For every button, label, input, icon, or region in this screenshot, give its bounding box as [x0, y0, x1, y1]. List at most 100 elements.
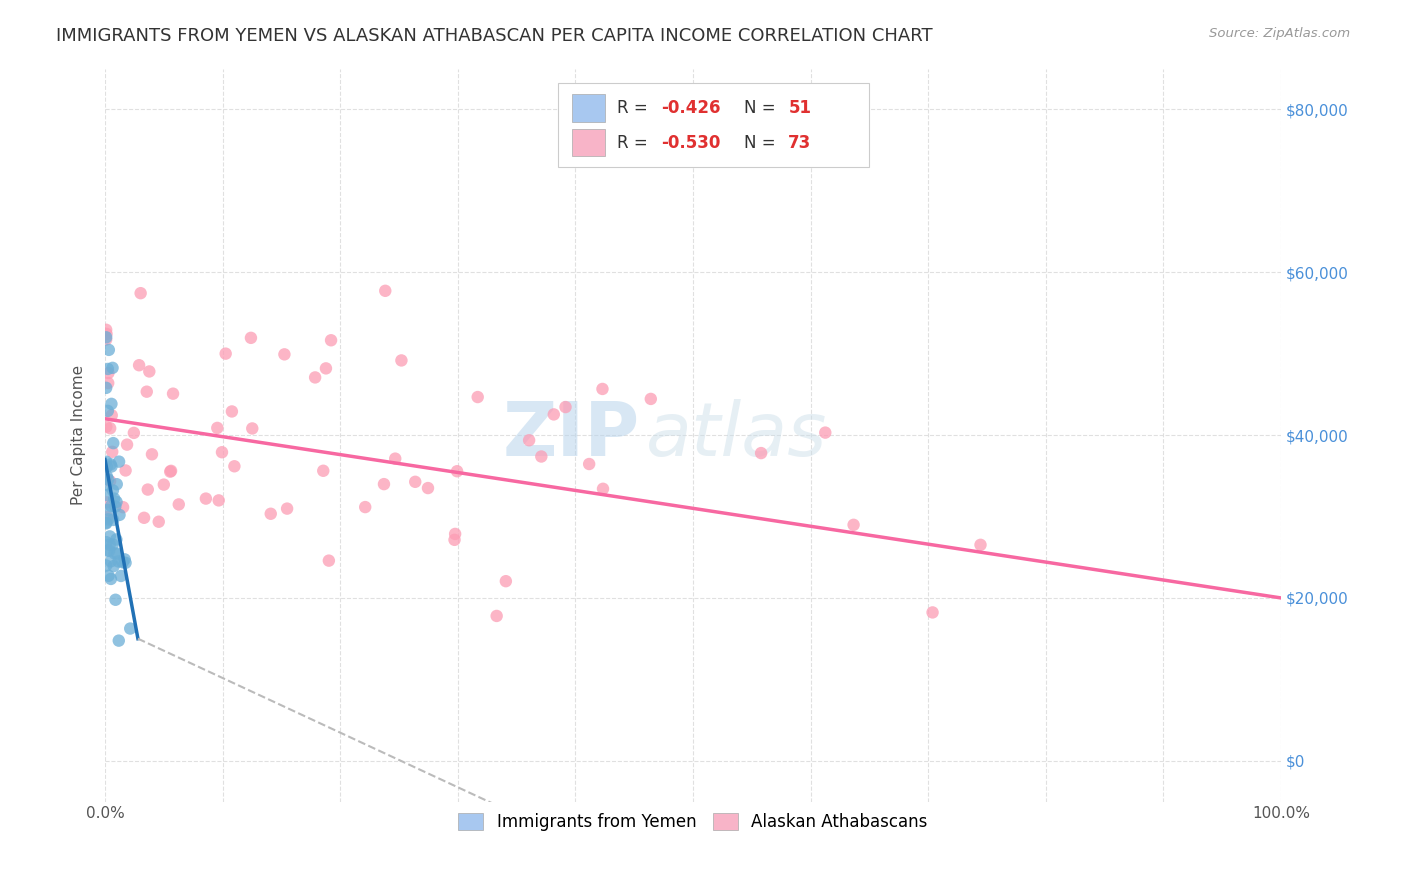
- Point: [578, 457, 600, 471]
- Point: [100, 459, 122, 474]
- Text: N =: N =: [744, 134, 780, 152]
- Point: [107, 633, 129, 648]
- Point: [103, 559, 125, 574]
- Point: [112, 500, 135, 515]
- Point: [318, 554, 340, 568]
- Point: [98, 421, 121, 435]
- Point: [749, 446, 772, 460]
- Point: [97, 503, 120, 517]
- Point: [96, 459, 118, 474]
- Point: [319, 333, 342, 347]
- Y-axis label: Per Capita Income: Per Capita Income: [72, 365, 86, 505]
- Point: [96, 535, 118, 549]
- Point: [373, 477, 395, 491]
- Legend: Immigrants from Yemen, Alaskan Athabascans: Immigrants from Yemen, Alaskan Athabasca…: [446, 800, 941, 845]
- FancyBboxPatch shape: [572, 95, 605, 122]
- Point: [96, 381, 118, 395]
- Point: [136, 483, 159, 497]
- Point: [96, 516, 118, 531]
- Point: [97, 404, 120, 418]
- Point: [114, 463, 136, 477]
- Point: [105, 477, 128, 491]
- FancyBboxPatch shape: [558, 83, 869, 168]
- Point: [141, 447, 163, 461]
- Point: [211, 445, 233, 459]
- Point: [96, 419, 118, 434]
- Point: [138, 364, 160, 378]
- Point: [101, 483, 124, 498]
- Point: [129, 286, 152, 301]
- Point: [114, 556, 136, 570]
- Point: [97, 362, 120, 376]
- Point: [100, 409, 122, 423]
- Point: [273, 347, 295, 361]
- Point: [120, 622, 142, 636]
- Point: [98, 529, 121, 543]
- Point: [100, 397, 122, 411]
- Point: [132, 510, 155, 524]
- Point: [153, 477, 176, 491]
- Text: -0.426: -0.426: [661, 99, 721, 117]
- Point: [122, 425, 145, 440]
- Point: [100, 499, 122, 513]
- Point: [96, 558, 118, 573]
- Point: [96, 488, 118, 502]
- Point: [814, 425, 837, 440]
- Text: atlas: atlas: [645, 399, 827, 471]
- Text: R =: R =: [617, 134, 652, 152]
- Point: [96, 455, 118, 469]
- Point: [98, 538, 121, 552]
- Point: [115, 437, 138, 451]
- Point: [96, 543, 118, 558]
- Point: [100, 458, 122, 472]
- Point: [101, 360, 124, 375]
- Point: [276, 501, 298, 516]
- Text: 73: 73: [789, 134, 811, 152]
- Point: [162, 386, 184, 401]
- Point: [207, 421, 229, 435]
- Point: [101, 445, 124, 459]
- Text: 51: 51: [789, 99, 811, 117]
- Point: [96, 333, 118, 347]
- Point: [148, 515, 170, 529]
- Point: [108, 455, 131, 469]
- Point: [517, 434, 540, 448]
- Point: [354, 500, 377, 514]
- Point: [224, 459, 246, 474]
- Point: [159, 465, 181, 479]
- Point: [96, 326, 118, 341]
- Point: [160, 464, 183, 478]
- Point: [304, 370, 326, 384]
- Point: [101, 537, 124, 551]
- Text: R =: R =: [617, 99, 652, 117]
- Point: [98, 543, 121, 558]
- Point: [108, 508, 131, 522]
- Point: [128, 358, 150, 372]
- Point: [110, 569, 132, 583]
- Point: [97, 366, 120, 380]
- Text: N =: N =: [744, 99, 780, 117]
- Point: [97, 473, 120, 487]
- Point: [312, 464, 335, 478]
- Point: [96, 323, 118, 337]
- Point: [215, 346, 238, 360]
- Point: [640, 392, 662, 406]
- Point: [446, 464, 468, 478]
- Text: -0.530: -0.530: [661, 134, 721, 152]
- Point: [391, 353, 413, 368]
- Text: Source: ZipAtlas.com: Source: ZipAtlas.com: [1209, 27, 1350, 40]
- Point: [495, 574, 517, 589]
- Point: [260, 507, 283, 521]
- Point: [105, 547, 128, 561]
- Point: [96, 472, 118, 486]
- Point: [485, 609, 508, 624]
- Point: [167, 497, 190, 511]
- Point: [554, 400, 576, 414]
- Text: ZIP: ZIP: [503, 399, 640, 472]
- Point: [105, 533, 128, 547]
- Point: [591, 382, 613, 396]
- Point: [404, 475, 426, 489]
- Point: [97, 512, 120, 526]
- Point: [543, 408, 565, 422]
- Point: [97, 343, 120, 357]
